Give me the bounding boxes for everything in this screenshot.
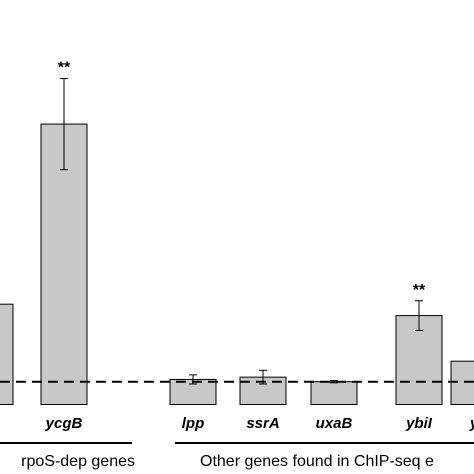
tick-label-ssra: ssrA: [246, 415, 279, 432]
significance-layer: *****: [58, 59, 426, 299]
significance-ybii: **: [413, 282, 426, 299]
bar-ycgb: [40, 123, 88, 405]
tick-label-lpp: lpp: [182, 415, 205, 432]
bar-s: [0, 303, 14, 405]
bar-y: [450, 360, 474, 405]
error-bars-layer: [60, 77, 423, 385]
group-label-2: Other genes found in ChIP-seq e: [200, 453, 434, 470]
group-labels-layer: rpoS-dep genes Other genes found in ChIP-…: [0, 442, 474, 470]
tick-labels-layer: sycgBlppssrAuxaBybiIy: [45, 415, 474, 432]
bars-layer: [0, 123, 474, 406]
tick-label-uxab: uxaB: [316, 415, 353, 432]
bar-uxab: [310, 381, 358, 406]
tick-label-ybii: ybiI: [405, 415, 433, 432]
significance-ycgb: **: [58, 59, 71, 76]
bar-ybii: [395, 315, 443, 405]
tick-label-ycgb: ycgB: [45, 415, 83, 432]
group-label-1: rpoS-dep genes: [21, 453, 135, 470]
tick-label-y: y: [469, 415, 474, 432]
